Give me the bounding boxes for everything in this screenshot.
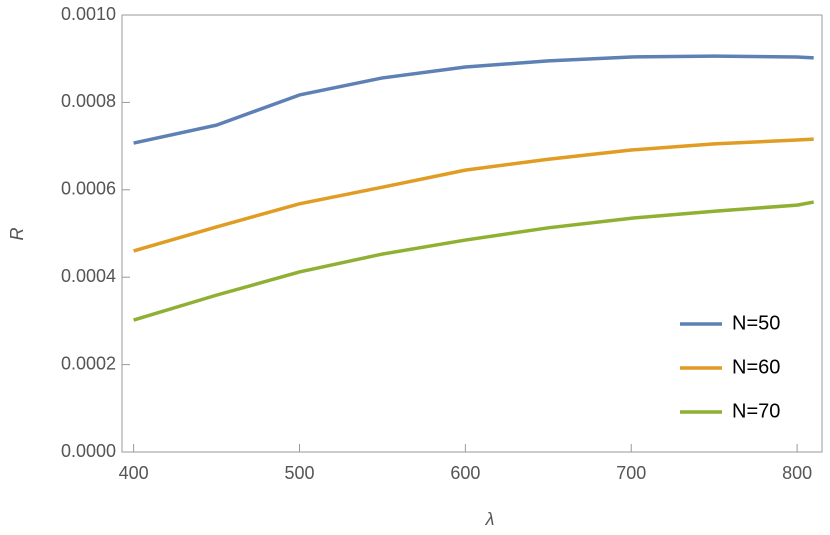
y-tick-label: 0.0002	[61, 353, 116, 373]
y-tick-label: 0.0006	[61, 179, 116, 199]
x-tick-label: 800	[782, 463, 812, 483]
x-axis-label: λ	[485, 509, 495, 529]
x-tick-label: 400	[119, 463, 149, 483]
data-line	[133, 137, 814, 253]
legend-label: N=60	[732, 356, 780, 378]
y-tick-label: 0.0008	[61, 91, 116, 111]
x-tick-label: 500	[284, 463, 314, 483]
y-axis-label: R	[7, 228, 27, 241]
data-line	[133, 200, 815, 322]
legend-label: N=50	[732, 312, 780, 334]
x-tick-label: 600	[450, 463, 480, 483]
y-tick-label: 0.0004	[61, 266, 116, 286]
legend-label: N=70	[732, 400, 780, 422]
plot-frame	[121, 14, 823, 453]
y-tick-label: 0.0010	[61, 4, 116, 24]
data-line	[133, 54, 814, 145]
x-tick-label: 700	[616, 463, 646, 483]
y-tick-label: 0.0000	[61, 441, 116, 461]
